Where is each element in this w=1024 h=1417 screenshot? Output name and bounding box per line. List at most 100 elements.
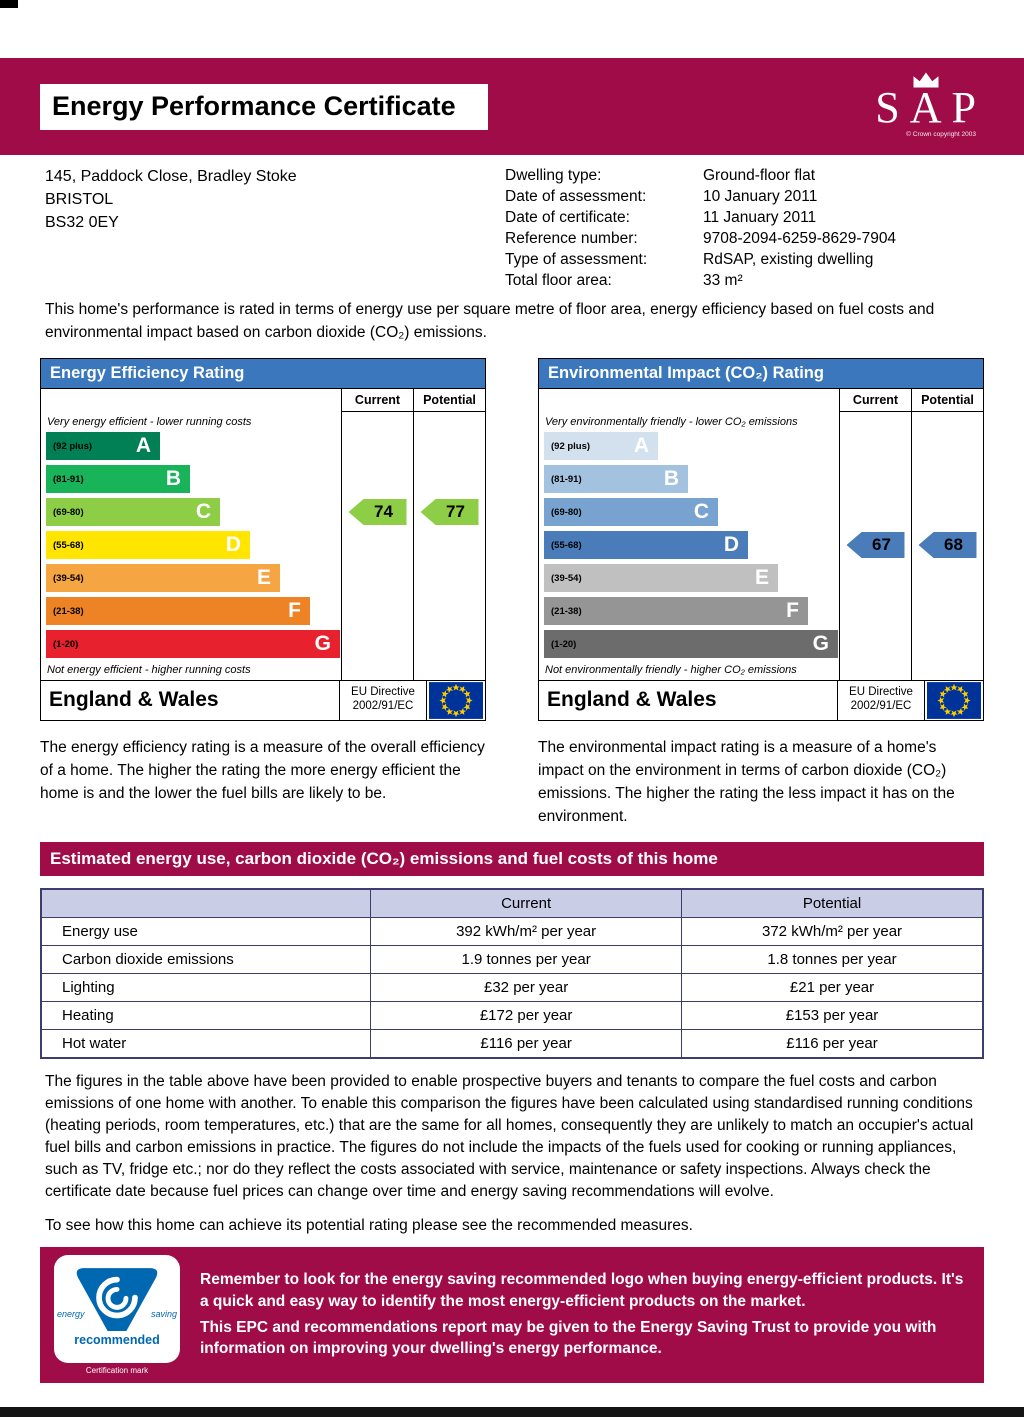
detail-value: 9708-2094-6259-8629-7904 bbox=[703, 230, 897, 247]
band-bar-a: (92 plus) A bbox=[544, 432, 658, 460]
potential-cell bbox=[413, 462, 485, 496]
eu-flag bbox=[924, 680, 983, 720]
energy-saving-logo-column: energy saving recommended Certification … bbox=[54, 1254, 180, 1375]
chart-footer: England & Wales EU Directive 2002/91/EC bbox=[40, 680, 486, 721]
band-row-a: (92 plus) A bbox=[539, 430, 839, 463]
band-row-d: (55-68) D bbox=[41, 529, 341, 562]
band-row-b: (81-91) B bbox=[41, 463, 341, 496]
potential-rating-pointer: 77 bbox=[420, 499, 479, 525]
current-column bbox=[341, 411, 413, 430]
header-spacer bbox=[41, 389, 341, 412]
recommended-measures-note: To see how this home can achieve its pot… bbox=[45, 1216, 693, 1234]
band-row-c: (69-80) C bbox=[539, 496, 839, 529]
detail-label: Reference number: bbox=[505, 230, 638, 247]
scan-artifact bbox=[0, 0, 18, 8]
potential-column-header: Potential bbox=[413, 388, 485, 412]
costs-row: Carbon dioxide emissions 1.9 tonnes per y… bbox=[40, 944, 984, 974]
detail-label: Type of assessment: bbox=[505, 251, 648, 268]
crown-icon bbox=[913, 72, 939, 88]
band-range: (55-68) bbox=[53, 539, 84, 551]
current-cell bbox=[341, 462, 413, 496]
band-letter: G bbox=[314, 632, 331, 655]
potential-cell bbox=[911, 462, 983, 496]
detail-value: 33 m² bbox=[703, 272, 743, 289]
detail-value: 11 January 2011 bbox=[703, 209, 817, 226]
header-spacer bbox=[539, 389, 839, 412]
costs-row-label: Energy use bbox=[40, 916, 372, 946]
current-cell: 74 bbox=[341, 495, 413, 529]
potential-column-header: Potential bbox=[911, 388, 983, 412]
potential-cell bbox=[911, 627, 983, 661]
band-range: (92 plus) bbox=[53, 440, 93, 452]
certificate-title-text: Energy Performance Certificate bbox=[52, 91, 456, 121]
recommended-banner: recommended bbox=[60, 1330, 174, 1349]
band-letter: A bbox=[633, 434, 649, 457]
region-label: England & Wales bbox=[49, 688, 219, 711]
detail-row: Reference number: 9708-2094-6259-8629-790… bbox=[505, 228, 979, 249]
current-cell bbox=[839, 429, 911, 463]
current-cell bbox=[341, 561, 413, 595]
detail-value: RdSAP, existing dwelling bbox=[703, 251, 874, 268]
certificate-title: Energy Performance Certificate bbox=[40, 83, 488, 130]
eu-directive-line1: EU Directive bbox=[849, 686, 913, 699]
potential-cell bbox=[413, 528, 485, 562]
current-cell bbox=[341, 429, 413, 463]
current-cell bbox=[341, 594, 413, 628]
costs-row: Energy use 392 kWh/m² per year 372 kWh/m² … bbox=[40, 916, 984, 946]
eu-directive-label: EU Directive 2002/91/EC bbox=[837, 680, 924, 720]
logo-energy-text: energy bbox=[57, 1308, 85, 1319]
costs-row-label: Lighting bbox=[40, 972, 372, 1002]
page-edge bbox=[0, 1407, 1024, 1417]
environmental-rating-explanation: The environmental impact rating is a mea… bbox=[538, 738, 955, 826]
logo-saving-text: saving bbox=[150, 1308, 177, 1319]
band-row-b: (81-91) B bbox=[539, 463, 839, 496]
costs-row: Lighting £32 per year £21 per year bbox=[40, 972, 984, 1002]
band-bar-g: (1-20) G bbox=[46, 630, 340, 658]
potential-cell bbox=[911, 495, 983, 529]
band-letter: B bbox=[663, 467, 679, 490]
current-cell bbox=[839, 495, 911, 529]
costs-potential-value: £153 per year bbox=[681, 1000, 984, 1030]
costs-table: Current Potential Energy use 392 kWh/m² per… bbox=[40, 887, 984, 1059]
eu-directive-label: EU Directive 2002/91/EC bbox=[339, 680, 426, 720]
address-line: BRISTOL bbox=[45, 191, 114, 209]
environmental-impact-rating-chart: Environmental Impact (CO₂) Rating Curren… bbox=[538, 357, 984, 721]
band-range: (21-38) bbox=[551, 605, 582, 617]
eu-flag bbox=[426, 680, 485, 720]
potential-cell bbox=[413, 561, 485, 595]
sap-logo-text: SAP bbox=[875, 82, 986, 132]
band-letter: F bbox=[786, 599, 799, 622]
detail-label: Date of assessment: bbox=[505, 188, 647, 205]
band-bar-c: (69-80) C bbox=[544, 498, 718, 526]
current-column bbox=[839, 411, 911, 430]
current-cell bbox=[839, 561, 911, 595]
energy-saving-recommended-logo: energy saving recommended bbox=[54, 1254, 180, 1363]
intro-text: This home's performance is rated in term… bbox=[45, 301, 935, 342]
current-cell bbox=[341, 660, 413, 680]
detail-label: Date of certificate: bbox=[505, 209, 630, 226]
band-row-e: (39-54) E bbox=[41, 562, 341, 595]
costs-row: Heating £172 per year £153 per year bbox=[40, 1000, 984, 1030]
assessment-details: Dwelling type: Ground-floor flat Date of a… bbox=[505, 165, 979, 291]
band-letter: B bbox=[165, 467, 181, 490]
eu-flag-svg bbox=[927, 681, 981, 719]
band-letter: A bbox=[135, 434, 151, 457]
address-line: BS32 0EY bbox=[45, 214, 119, 232]
detail-value: Ground-floor flat bbox=[703, 167, 815, 184]
current-cell bbox=[839, 627, 911, 661]
table-disclaimer: The figures in the table above have been… bbox=[45, 1072, 974, 1200]
band-bar-c: (69-80) C bbox=[46, 498, 220, 526]
band-range: (69-80) bbox=[53, 506, 84, 518]
chart-bottom-caption: Not energy efficient - higher running co… bbox=[47, 663, 251, 676]
band-row-a: (92 plus) A bbox=[41, 430, 341, 463]
costs-current-value: 1.9 tonnes per year bbox=[370, 944, 683, 974]
costs-current-value: £172 per year bbox=[370, 1000, 683, 1030]
potential-column bbox=[911, 411, 983, 430]
detail-row: Dwelling type: Ground-floor flat bbox=[505, 165, 979, 186]
current-cell bbox=[839, 594, 911, 628]
costs-current-value: 392 kWh/m² per year bbox=[370, 916, 683, 946]
current-cell: 67 bbox=[839, 528, 911, 562]
potential-cell bbox=[413, 429, 485, 463]
costs-row: Hot water £116 per year £116 per year bbox=[40, 1028, 984, 1058]
sap-logo: SAP © Crown copyright 2003 bbox=[875, 72, 976, 138]
